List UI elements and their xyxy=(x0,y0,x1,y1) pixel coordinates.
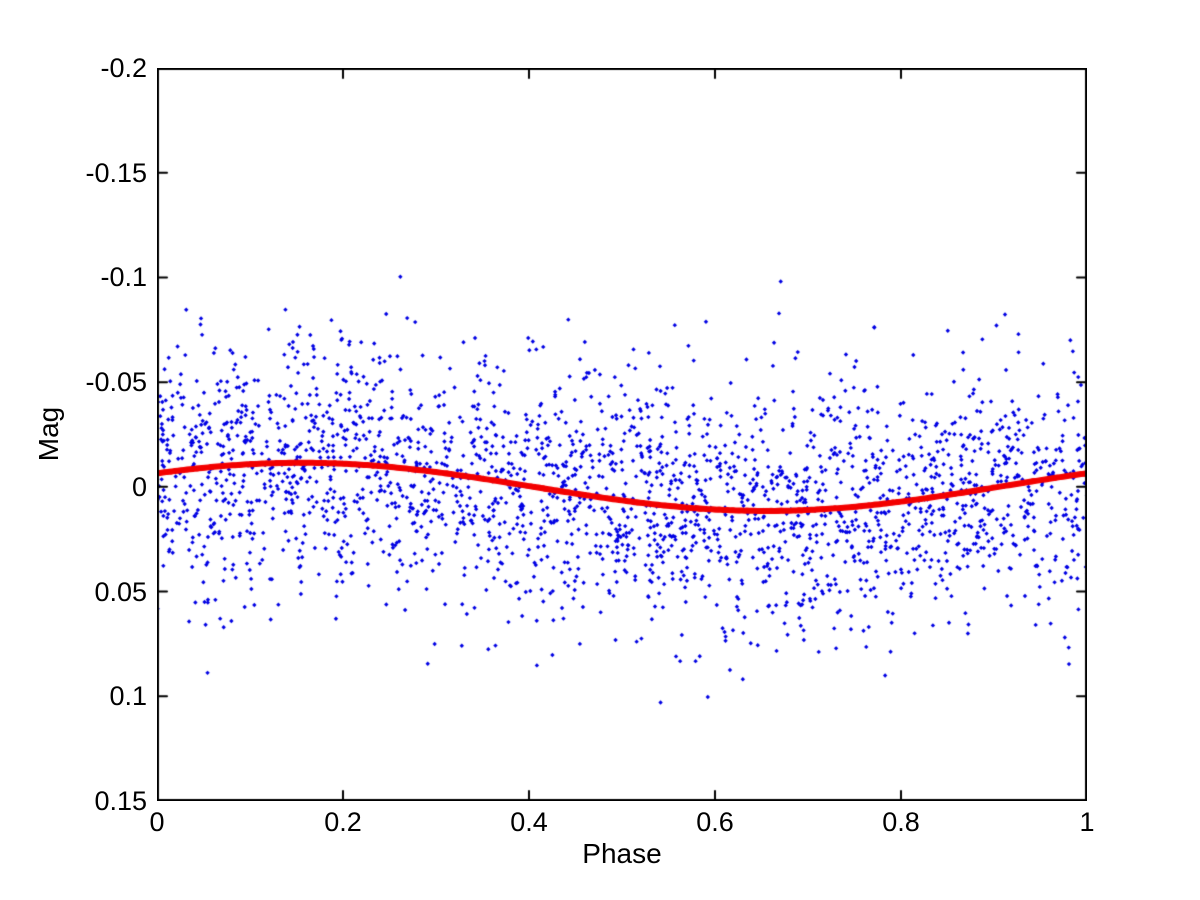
x-tick-label: 0.4 xyxy=(510,807,548,837)
x-tick-label: 1 xyxy=(1079,807,1095,837)
y-tick-label: 0.1 xyxy=(109,681,147,712)
x-tick-label: 0.6 xyxy=(696,807,734,837)
y-tick-label: -0.05 xyxy=(85,367,147,398)
x-axis-label: Phase xyxy=(582,838,662,869)
plot-canvas[interactable] xyxy=(157,68,1087,801)
y-tick-label: 0.05 xyxy=(94,576,147,607)
x-tick-label: 0.2 xyxy=(324,807,362,837)
x-tick-label: 0.8 xyxy=(882,807,920,837)
y-tick-label: 0.15 xyxy=(94,786,147,816)
y-tick-label: -0.15 xyxy=(85,157,147,188)
x-tick-label: 0 xyxy=(149,807,165,837)
y-tick-label: -0.1 xyxy=(100,262,147,293)
y-tick-label: -0.2 xyxy=(100,53,147,83)
y-tick-label: 0 xyxy=(131,471,147,502)
